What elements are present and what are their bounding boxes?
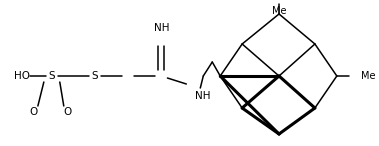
Text: NH: NH: [153, 23, 169, 33]
Text: O: O: [30, 107, 38, 117]
Text: HO: HO: [14, 71, 30, 81]
Text: Me: Me: [361, 71, 375, 81]
Text: S: S: [91, 71, 98, 81]
Text: O: O: [64, 107, 72, 117]
Text: S: S: [49, 71, 55, 81]
Text: NH: NH: [195, 91, 211, 101]
Text: Me: Me: [272, 6, 286, 16]
